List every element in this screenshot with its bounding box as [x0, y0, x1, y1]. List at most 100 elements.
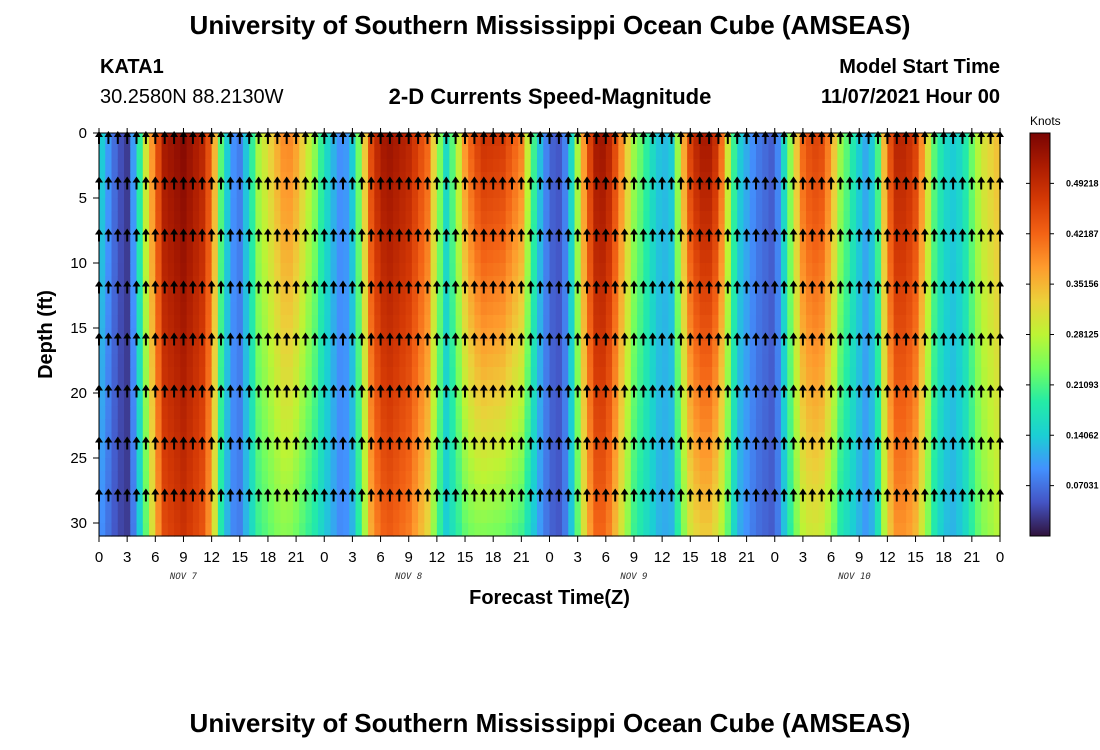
heatmap-cell	[411, 432, 419, 446]
heatmap-cell	[662, 393, 669, 407]
heatmap-cell	[887, 146, 895, 160]
heatmap-cell	[255, 198, 263, 212]
heatmap-cell	[205, 185, 213, 199]
heatmap-cell	[99, 367, 106, 381]
heatmap-cell	[449, 250, 457, 264]
heatmap-cell	[918, 432, 926, 446]
heatmap-cell	[511, 367, 519, 381]
heatmap-cell	[643, 497, 651, 511]
heatmap-cell	[299, 276, 307, 290]
heatmap-cell	[361, 276, 369, 290]
heatmap-cell	[712, 328, 720, 342]
heatmap-cell	[267, 419, 275, 433]
heatmap-cell	[555, 146, 563, 160]
heatmap-cell	[305, 185, 313, 199]
current-arrow	[320, 436, 329, 450]
heatmap-cell	[831, 458, 838, 472]
heatmap-cell	[155, 445, 163, 459]
heatmap-cell	[217, 341, 225, 355]
current-arrow	[348, 436, 357, 450]
heatmap-cell	[874, 471, 882, 485]
heatmap-cell	[687, 354, 695, 368]
current-arrow	[517, 384, 526, 398]
heatmap-cell	[336, 406, 344, 420]
current-arrow	[179, 280, 188, 294]
heatmap-cell	[493, 354, 501, 368]
heatmap-cell	[511, 471, 519, 485]
heatmap-cell	[199, 393, 206, 407]
heatmap-cell	[793, 146, 801, 160]
heatmap-cell	[299, 471, 307, 485]
heatmap-cell	[461, 250, 469, 264]
heatmap-cell	[317, 458, 325, 472]
heatmap-cell	[799, 497, 807, 511]
heatmap-cell	[630, 250, 638, 264]
current-arrow	[263, 280, 272, 294]
heatmap-cell	[862, 484, 870, 498]
heatmap-cell	[680, 510, 688, 524]
heatmap-cell	[99, 146, 106, 160]
heatmap-cell	[987, 354, 995, 368]
heatmap-cell	[962, 211, 970, 225]
heatmap-cell	[480, 263, 488, 277]
heatmap-cell	[530, 406, 538, 420]
heatmap-cell	[718, 380, 726, 394]
heatmap-cell	[130, 302, 138, 316]
heatmap-cell	[962, 250, 970, 264]
heatmap-cell	[881, 406, 888, 420]
heatmap-cell	[618, 471, 626, 485]
heatmap-cell	[430, 445, 438, 459]
heatmap-cell	[224, 159, 231, 173]
heatmap-cell	[643, 159, 651, 173]
current-arrow	[432, 488, 441, 502]
current-arrow	[151, 280, 160, 294]
heatmap-cell	[843, 380, 851, 394]
heatmap-cell	[230, 367, 238, 381]
heatmap-cell	[461, 289, 469, 303]
heatmap-cell	[762, 445, 770, 459]
heatmap-cell	[255, 237, 263, 251]
heatmap-cell	[411, 185, 419, 199]
heatmap-cell	[599, 302, 607, 316]
heatmap-cell	[336, 328, 344, 342]
heatmap-cell	[693, 159, 701, 173]
heatmap-cell	[943, 133, 951, 147]
heatmap-cell	[161, 263, 169, 277]
heatmap-cell	[536, 523, 544, 537]
heatmap-cell	[774, 250, 782, 264]
heatmap-cell	[680, 133, 688, 147]
current-arrow	[141, 332, 150, 346]
heatmap-cell	[806, 523, 813, 537]
heatmap-cell	[893, 159, 901, 173]
heatmap-cell	[136, 523, 144, 537]
current-arrow	[658, 280, 667, 294]
heatmap-cell	[130, 393, 138, 407]
current-arrow	[414, 436, 423, 450]
heatmap-cell	[468, 432, 476, 446]
heatmap-cell	[161, 341, 169, 355]
heatmap-cell	[305, 198, 313, 212]
heatmap-cell	[993, 315, 1001, 329]
current-arrow	[442, 488, 451, 502]
current-arrow	[395, 131, 404, 144]
heatmap-cell	[843, 237, 851, 251]
heatmap-cell	[136, 419, 144, 433]
heatmap-cell	[730, 523, 738, 537]
heatmap-cell	[643, 315, 651, 329]
heatmap-cell	[474, 367, 482, 381]
heatmap-cell	[230, 172, 238, 186]
heatmap-cell	[186, 432, 194, 446]
heatmap-cell	[881, 510, 888, 524]
heatmap-cell	[906, 133, 914, 147]
heatmap-cell	[806, 497, 813, 511]
heatmap-cell	[199, 263, 206, 277]
heatmap-cell	[493, 458, 501, 472]
heatmap-cell	[280, 133, 288, 147]
heatmap-cell	[649, 159, 657, 173]
current-arrow	[414, 384, 423, 398]
heatmap-cell	[267, 276, 275, 290]
current-arrow	[404, 131, 413, 144]
heatmap-cell	[274, 185, 282, 199]
heatmap-cell	[167, 341, 175, 355]
heatmap-cell	[393, 341, 400, 355]
